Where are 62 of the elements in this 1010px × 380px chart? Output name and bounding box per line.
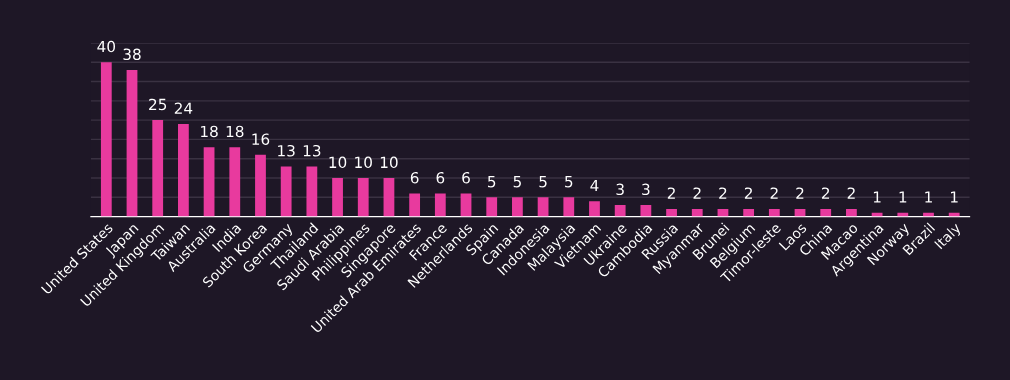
bar <box>332 178 343 217</box>
bar <box>178 123 189 217</box>
bar <box>512 197 523 217</box>
data-label: 38 <box>123 48 141 61</box>
bar <box>152 120 164 217</box>
data-label: 10 <box>355 156 372 169</box>
data-label: 2 <box>770 187 778 199</box>
bar <box>126 69 138 217</box>
data-label: 13 <box>303 144 321 157</box>
data-label: 13 <box>278 144 295 157</box>
data-label: 18 <box>201 125 218 138</box>
data-label: 25 <box>149 98 167 111</box>
data-label: 10 <box>329 156 347 169</box>
bar <box>768 208 780 217</box>
bar <box>563 197 575 217</box>
bar <box>306 166 318 217</box>
data-label: 6 <box>436 171 445 184</box>
data-label: 1 <box>899 191 907 203</box>
bar <box>666 208 677 217</box>
data-label: 2 <box>847 187 855 199</box>
data-label: 2 <box>796 187 804 199</box>
data-label: 1 <box>873 191 881 203</box>
bar <box>846 208 857 217</box>
data-label: 2 <box>719 187 727 199</box>
bar <box>743 208 755 217</box>
data-label: 6 <box>410 171 419 184</box>
bar <box>460 193 472 217</box>
bar <box>614 205 626 217</box>
data-label: 5 <box>488 176 496 188</box>
data-label: 2 <box>693 187 701 199</box>
bar <box>100 62 112 217</box>
data-label: 2 <box>744 187 752 199</box>
data-label: 3 <box>616 183 624 196</box>
bar <box>255 154 266 217</box>
bar <box>409 193 421 217</box>
bar <box>640 205 652 217</box>
bar <box>537 197 549 217</box>
data-label: 2 <box>821 187 830 199</box>
data-label: 24 <box>174 102 193 114</box>
bar <box>434 193 446 217</box>
bar <box>486 197 498 217</box>
bar <box>383 178 395 217</box>
data-label: 2 <box>667 187 675 199</box>
data-label: 5 <box>539 176 547 188</box>
data-label: 1 <box>951 191 958 203</box>
bar <box>357 178 369 217</box>
data-label: 6 <box>462 171 470 184</box>
data-label: 4 <box>590 179 599 192</box>
data-label: 40 <box>97 40 116 53</box>
bar <box>203 147 215 217</box>
data-label: 3 <box>642 183 650 196</box>
data-label: 5 <box>513 176 521 188</box>
data-label: 10 <box>380 156 398 169</box>
bar <box>589 201 600 217</box>
data-label: 18 <box>226 125 244 138</box>
bar <box>820 208 832 217</box>
data-label: 16 <box>252 133 270 145</box>
data-label: 5 <box>565 176 573 188</box>
bar <box>280 166 292 217</box>
data-label: 1 <box>925 191 932 203</box>
bar <box>229 147 241 217</box>
bar <box>691 208 703 217</box>
